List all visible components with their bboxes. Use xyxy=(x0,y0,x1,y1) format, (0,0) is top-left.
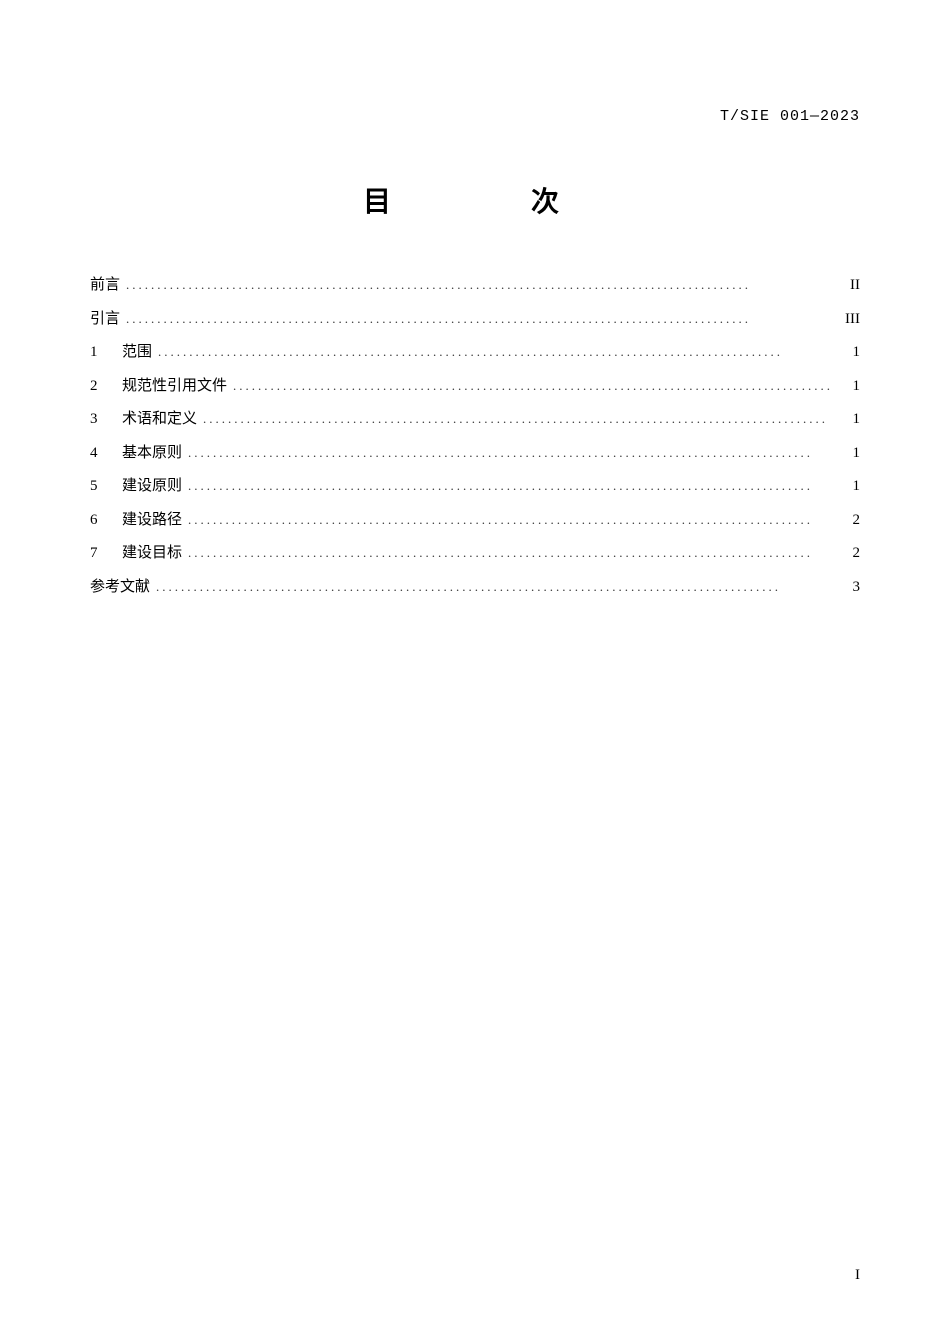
toc-number: 6 xyxy=(90,505,110,537)
toc-label: 引言 xyxy=(90,304,120,336)
toc-label: 前言 xyxy=(90,270,120,302)
toc-page: 1 xyxy=(836,404,860,436)
toc-entry: 引言 .....................................… xyxy=(90,304,860,336)
toc-entry: 参考文献 ...................................… xyxy=(90,572,860,604)
toc-entry: 1 范围 ...................................… xyxy=(90,337,860,369)
toc-dots: ........................................… xyxy=(233,372,830,399)
toc-dots: ........................................… xyxy=(126,305,830,332)
toc-entry: 5 建设原则 .................................… xyxy=(90,471,860,503)
toc-dots: ........................................… xyxy=(188,539,830,566)
toc-label: 建设目标 xyxy=(122,538,182,570)
toc-page: 2 xyxy=(836,538,860,570)
toc-number: 4 xyxy=(90,438,110,470)
toc-dots: ........................................… xyxy=(188,472,830,499)
toc-label: 范围 xyxy=(122,337,152,369)
toc-page: 1 xyxy=(836,371,860,403)
toc-number: 3 xyxy=(90,404,110,436)
toc-entry: 6 建设路径 .................................… xyxy=(90,505,860,537)
toc-dots: ........................................… xyxy=(203,405,830,432)
toc-label: 建设路径 xyxy=(122,505,182,537)
toc-number: 2 xyxy=(90,371,110,403)
toc-dots: ........................................… xyxy=(158,338,830,365)
toc-page: 3 xyxy=(836,572,860,604)
toc-entry: 前言 .....................................… xyxy=(90,270,860,302)
toc-label: 基本原则 xyxy=(122,438,182,470)
toc-entry: 4 基本原则 .................................… xyxy=(90,438,860,470)
toc-page: 2 xyxy=(836,505,860,537)
toc-label: 术语和定义 xyxy=(122,404,197,436)
toc-entry: 2 规范性引用文件 ..............................… xyxy=(90,371,860,403)
toc-page: III xyxy=(836,304,860,336)
toc-page: 1 xyxy=(836,438,860,470)
toc-entry: 3 术语和定义 ................................… xyxy=(90,404,860,436)
toc-page: 1 xyxy=(836,471,860,503)
toc-number: 7 xyxy=(90,538,110,570)
toc-dots: ........................................… xyxy=(188,506,830,533)
toc-page: II xyxy=(836,270,860,302)
page-number: I xyxy=(855,1267,860,1284)
toc-number: 1 xyxy=(90,337,110,369)
toc-label: 参考文献 xyxy=(90,572,150,604)
toc-dots: ........................................… xyxy=(126,271,830,298)
page-title: 目 次 xyxy=(90,180,860,220)
toc-label: 规范性引用文件 xyxy=(122,371,227,403)
toc-entry: 7 建设目标 .................................… xyxy=(90,538,860,570)
table-of-contents: 前言 .....................................… xyxy=(90,270,860,603)
toc-dots: ........................................… xyxy=(188,439,830,466)
document-code: T/SIE 001—2023 xyxy=(720,108,860,125)
toc-page: 1 xyxy=(836,337,860,369)
toc-dots: ........................................… xyxy=(156,573,830,600)
toc-number: 5 xyxy=(90,471,110,503)
toc-label: 建设原则 xyxy=(122,471,182,503)
